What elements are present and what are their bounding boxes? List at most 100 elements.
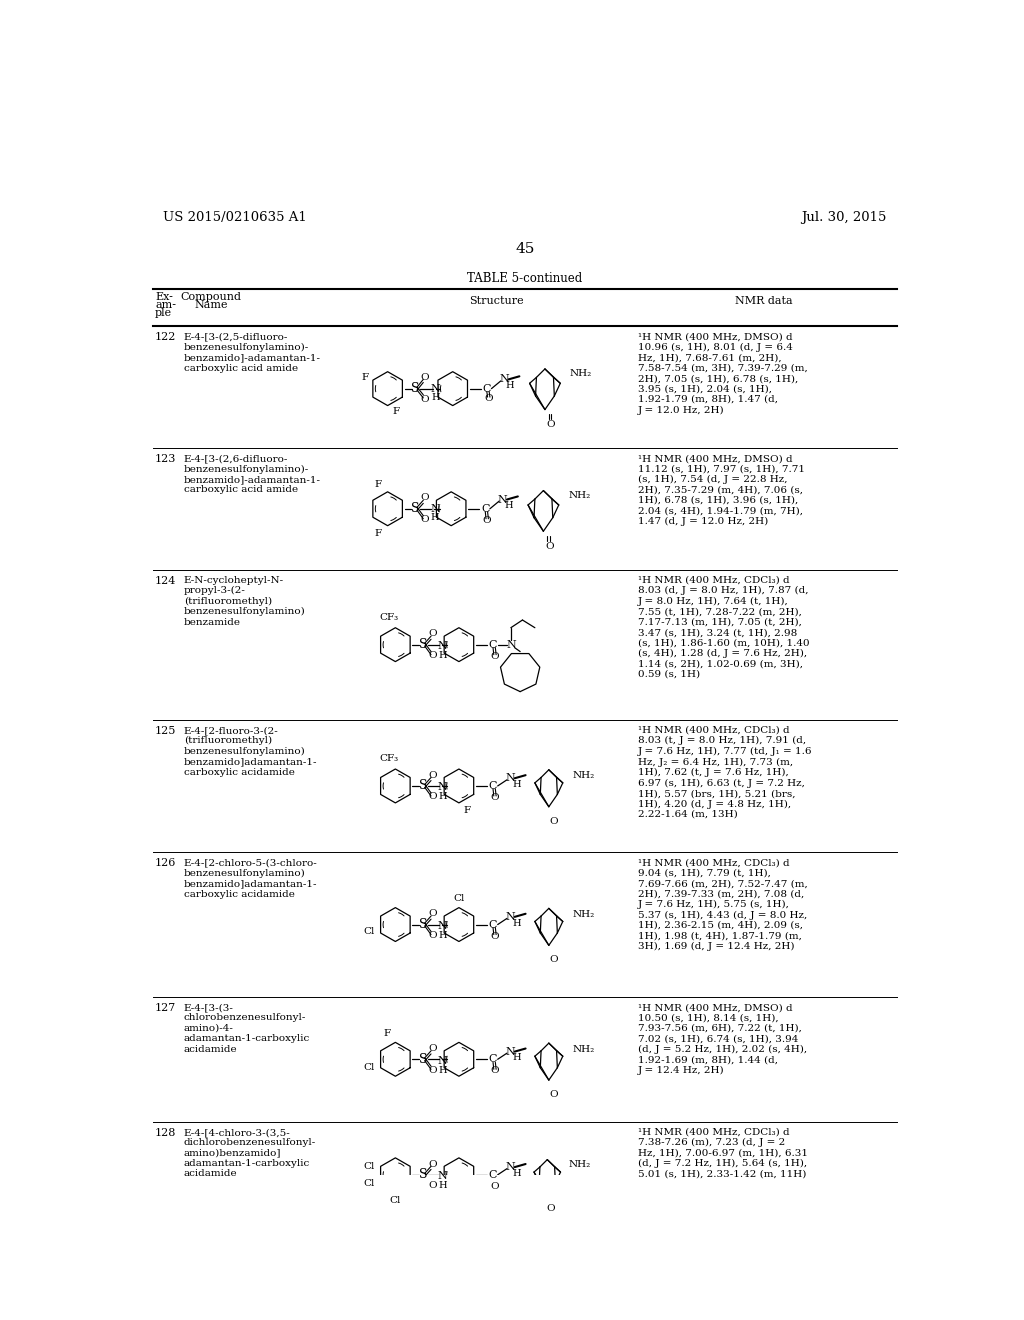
- Text: H: H: [512, 1168, 520, 1177]
- Text: E-4-[4-chloro-3-(3,5-
dichlorobenzenesulfonyl-
amino)benzamido]
adamantan-1-carb: E-4-[4-chloro-3-(3,5- dichlorobenzenesul…: [183, 1127, 316, 1179]
- Text: O: O: [428, 1159, 437, 1168]
- Text: NH₂: NH₂: [568, 491, 591, 500]
- Text: N: N: [506, 640, 516, 649]
- Text: Ex-: Ex-: [155, 293, 173, 302]
- Text: O: O: [428, 909, 437, 919]
- Text: C: C: [488, 1055, 498, 1064]
- Text: E-4-[3-(3-
chlorobenzenesulfonyl-
amino)-4-
adamantan-1-carboxylic
acidamide: E-4-[3-(3- chlorobenzenesulfonyl- amino)…: [183, 1003, 310, 1053]
- Text: TABLE 5-continued: TABLE 5-continued: [467, 272, 583, 285]
- Text: E-4-[3-(2,6-difluoro-
benzenesulfonylamino)-
benzamido]-adamantan-1-
carboxylic : E-4-[3-(2,6-difluoro- benzenesulfonylami…: [183, 454, 321, 495]
- Text: N: N: [499, 375, 509, 384]
- Text: O: O: [546, 543, 554, 550]
- Text: C: C: [481, 504, 489, 513]
- Text: O: O: [428, 1065, 437, 1074]
- Text: Jul. 30, 2015: Jul. 30, 2015: [802, 211, 887, 224]
- Text: 122: 122: [155, 333, 176, 342]
- Text: Cl: Cl: [364, 1064, 375, 1072]
- Text: H: H: [438, 1065, 446, 1074]
- Text: O: O: [421, 395, 429, 404]
- Text: 128: 128: [155, 1127, 176, 1138]
- Text: O: O: [421, 515, 429, 524]
- Text: O: O: [428, 651, 437, 660]
- Text: C: C: [488, 781, 498, 791]
- Text: ple: ple: [155, 308, 172, 318]
- Text: N: N: [505, 1162, 515, 1172]
- Text: S: S: [419, 638, 428, 651]
- Text: S: S: [419, 1168, 428, 1181]
- Text: 125: 125: [155, 726, 176, 735]
- Text: CF₃: CF₃: [380, 612, 398, 622]
- Text: O: O: [549, 956, 558, 965]
- Text: Compound: Compound: [180, 293, 242, 302]
- Text: H: H: [438, 651, 446, 660]
- Text: N: N: [438, 1171, 447, 1181]
- Text: N: N: [430, 504, 439, 513]
- Text: H: H: [512, 919, 520, 928]
- Text: O: O: [490, 1181, 499, 1191]
- Text: S: S: [412, 502, 420, 515]
- Text: ¹H NMR (400 MHz, DMSO) d
10.50 (s, 1H), 8.14 (s, 1H),
7.93-7.56 (m, 6H), 7.22 (t: ¹H NMR (400 MHz, DMSO) d 10.50 (s, 1H), …: [638, 1003, 807, 1074]
- Text: Structure: Structure: [469, 296, 523, 306]
- Text: H: H: [438, 792, 446, 801]
- Text: O: O: [428, 630, 437, 639]
- Text: 45: 45: [515, 242, 535, 256]
- Text: F: F: [383, 1028, 390, 1038]
- Text: ¹H NMR (400 MHz, CDCl₃) d
7.38-7.26 (m), 7.23 (d, J = 2
Hz, 1H), 7.00-6.97 (m, 1: ¹H NMR (400 MHz, CDCl₃) d 7.38-7.26 (m),…: [638, 1127, 808, 1179]
- Text: H: H: [431, 392, 440, 401]
- Text: O: O: [549, 817, 558, 826]
- Text: O: O: [490, 1067, 499, 1076]
- Text: O: O: [421, 374, 429, 383]
- Text: ¹H NMR (400 MHz, CDCl₃) d
8.03 (d, J = 8.0 Hz, 1H), 7.87 (d,
J = 8.0 Hz, 1H), 7.: ¹H NMR (400 MHz, CDCl₃) d 8.03 (d, J = 8…: [638, 576, 810, 678]
- Text: H: H: [512, 1053, 520, 1063]
- Text: O: O: [428, 1181, 437, 1191]
- Text: H: H: [512, 780, 520, 789]
- Text: Cl: Cl: [364, 1179, 375, 1188]
- Text: am-: am-: [155, 300, 176, 310]
- Text: O: O: [490, 652, 499, 661]
- Text: Cl: Cl: [390, 1196, 401, 1205]
- Text: O: O: [547, 420, 555, 429]
- Text: O: O: [421, 494, 429, 503]
- Text: C: C: [488, 640, 498, 649]
- Text: N: N: [438, 783, 447, 792]
- Text: 123: 123: [155, 454, 176, 465]
- Text: US 2015/0210635 A1: US 2015/0210635 A1: [163, 211, 306, 224]
- Text: E-4-[2-fluoro-3-(2-
(trifluoromethyl)
benzenesulfonylamino)
benzamido]adamantan-: E-4-[2-fluoro-3-(2- (trifluoromethyl) be…: [183, 726, 317, 776]
- Text: H: H: [430, 513, 439, 523]
- Text: C: C: [482, 384, 492, 393]
- Text: NH₂: NH₂: [569, 370, 592, 379]
- Text: ¹H NMR (400 MHz, CDCl₃) d
8.03 (t, J = 8.0 Hz, 1H), 7.91 (d,
J = 7.6 Hz, 1H), 7.: ¹H NMR (400 MHz, CDCl₃) d 8.03 (t, J = 8…: [638, 726, 812, 818]
- Text: H: H: [438, 931, 446, 940]
- Text: O: O: [484, 395, 493, 403]
- Text: NH₂: NH₂: [569, 1160, 591, 1170]
- Text: NH₂: NH₂: [572, 771, 594, 780]
- Text: H: H: [506, 381, 514, 389]
- Text: N: N: [438, 921, 447, 931]
- Text: S: S: [412, 381, 420, 395]
- Text: 127: 127: [155, 1003, 176, 1012]
- Text: O: O: [547, 1204, 555, 1213]
- Text: O: O: [549, 1090, 558, 1100]
- Text: Name: Name: [195, 300, 227, 310]
- Text: N: N: [438, 642, 447, 651]
- Text: S: S: [419, 779, 428, 792]
- Text: N: N: [505, 912, 515, 921]
- Text: CF₃: CF₃: [380, 754, 398, 763]
- Text: O: O: [490, 793, 499, 803]
- Text: O: O: [490, 932, 499, 941]
- Text: NH₂: NH₂: [572, 909, 594, 919]
- Text: F: F: [374, 529, 381, 537]
- Text: E-4-[3-(2,5-difluoro-
benzenesulfonylamino)-
benzamido]-adamantan-1-
carboxylic : E-4-[3-(2,5-difluoro- benzenesulfonylami…: [183, 333, 321, 372]
- Text: O: O: [482, 516, 492, 525]
- Text: F: F: [374, 479, 381, 488]
- Text: 126: 126: [155, 858, 176, 869]
- Text: N: N: [505, 774, 515, 783]
- Text: E-N-cycloheptyl-N-
propyl-3-(2-
(trifluoromethyl)
benzenesulfonylamino)
benzamid: E-N-cycloheptyl-N- propyl-3-(2- (trifluo…: [183, 576, 305, 627]
- Text: 124: 124: [155, 576, 176, 586]
- Text: S: S: [419, 917, 428, 931]
- Text: H: H: [504, 502, 513, 510]
- Text: NMR data: NMR data: [734, 296, 793, 306]
- Text: C: C: [488, 1170, 498, 1180]
- Text: Cl: Cl: [364, 927, 375, 936]
- Text: NH₂: NH₂: [572, 1045, 594, 1053]
